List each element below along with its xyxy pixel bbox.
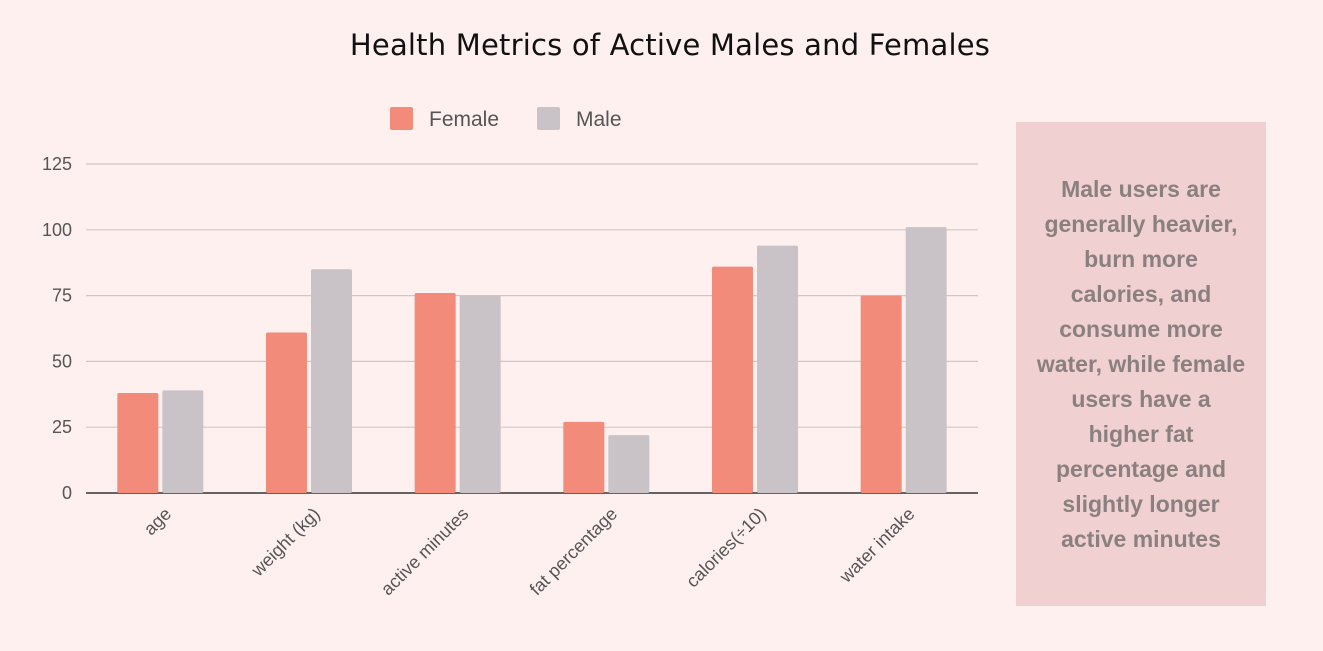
bar-female [117,392,159,493]
x-tick-label: calories(÷10) [682,504,770,592]
x-tick-label: active minutes [377,504,473,600]
bar-male [608,435,650,493]
legend-label-male: Male [576,108,622,131]
legend-swatch-male [537,107,560,130]
chart-title: Health Metrics of Active Males and Femal… [349,28,991,62]
y-tick-label: 25 [52,417,72,437]
legend-label-female: Female [429,108,499,131]
y-tick-label: 50 [52,351,72,371]
bar-male [757,245,798,493]
insight-note-text: Male users are generally heavier, burn m… [1036,175,1246,552]
x-axis: age weight (kg) active minutes fat percenta… [140,504,919,600]
bar-female [563,421,605,493]
bar-male [311,269,352,493]
y-tick-label: 0 [62,483,72,503]
x-tick-label: fat percentage [526,504,622,600]
bar-female [414,292,456,493]
legend-swatch-female [390,107,413,130]
y-tick-label: 75 [52,286,72,306]
bar-male [905,227,947,493]
bars [117,227,947,493]
y-tick-label: 125 [42,154,72,174]
x-tick-label: water intake [835,504,918,587]
x-tick-label: weight (kg) [247,504,324,581]
bar-female [860,295,902,493]
legend: Female Male [390,107,622,131]
insight-note: Male users are generally heavier, burn m… [1016,122,1266,606]
bar-female [712,266,753,493]
x-tick-label: age [140,504,175,539]
y-tick-label: 100 [42,220,72,240]
bar-male [459,295,501,493]
bar-male [162,390,204,493]
gridlines [86,163,978,494]
bar-female [266,332,307,493]
y-axis: 0 25 50 75 100 125 [42,154,72,503]
